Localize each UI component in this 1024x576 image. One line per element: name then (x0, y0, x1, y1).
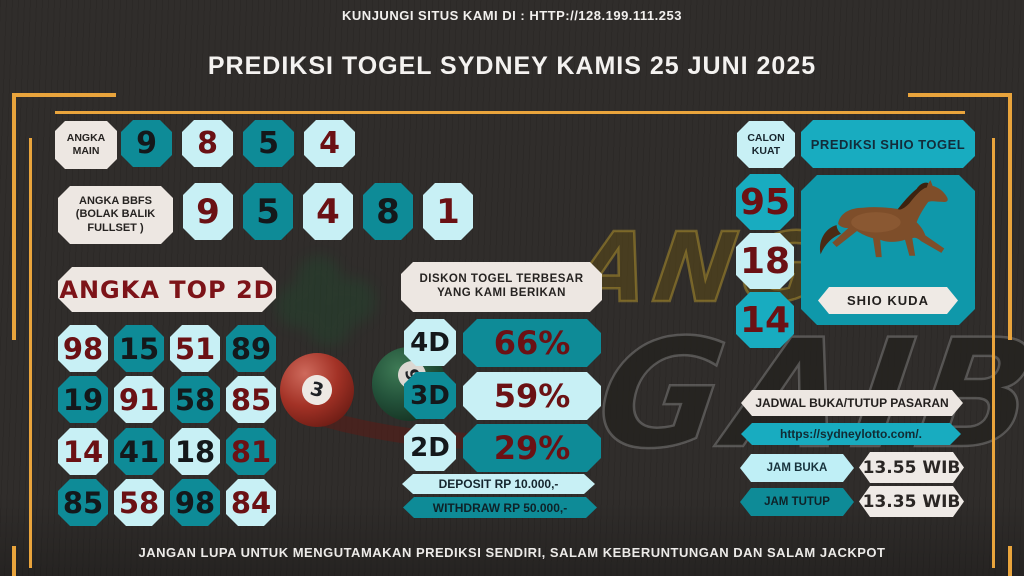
red-billiard-ball: 3 (280, 353, 354, 427)
angka-main-label: ANGKA MAIN (55, 121, 117, 169)
site-link[interactable]: KUNJUNGI SITUS KAMI DI : HTTP://128.199.… (342, 8, 682, 23)
shio-name-banner: SHIO KUDA (818, 287, 958, 314)
calon-number: 14 (736, 292, 794, 348)
frame-line (1008, 546, 1012, 576)
top2d-cell: 51 (170, 325, 220, 372)
top2d-cell: 81 (226, 428, 276, 475)
top2d-cell: 41 (114, 428, 164, 475)
angka-main-digit: 4 (304, 120, 355, 167)
jam-buka-label: JAM BUKA (740, 454, 854, 482)
frame-line (1008, 93, 1012, 340)
top2d-cell: 19 (58, 376, 108, 423)
top2d-cell: 89 (226, 325, 276, 372)
diskon-label-3d: 3D (404, 372, 456, 419)
withdraw-banner: WITHDRAW RP 50.000,- (403, 497, 597, 518)
red-ball-number: 3 (298, 371, 336, 409)
frame-line (12, 546, 16, 576)
calon-kuat-label: CALON KUAT (737, 121, 795, 168)
diskon-label-2d: 2D (404, 424, 456, 471)
frame-line (55, 111, 965, 114)
frame-line (12, 93, 116, 97)
page-title: PREDIKSI TOGEL SYDNEY KAMIS 25 JUNI 2025 (207, 52, 817, 80)
shio-header: PREDIKSI SHIO TOGEL (801, 120, 975, 168)
diskon-value-3d: 59% (463, 372, 601, 420)
bbfs-digit: 4 (303, 183, 353, 240)
top2d-cell: 84 (226, 479, 276, 526)
diskon-header: DISKON TOGEL TERBESAR YANG KAMI BERIKAN (401, 262, 602, 312)
shio-box: SHIO KUDA (801, 175, 975, 325)
top2d-cell: 14 (58, 428, 108, 475)
frame-line (29, 138, 32, 568)
angka-main-digit: 5 (243, 120, 294, 167)
top2d-cell: 91 (114, 376, 164, 423)
bbfs-digit: 8 (363, 183, 413, 240)
top2d-cell: 85 (58, 479, 108, 526)
bbfs-digit: 5 (243, 183, 293, 240)
bbfs-digit: 9 (183, 183, 233, 240)
calon-number: 95 (736, 174, 794, 230)
clover-watermark (262, 238, 392, 368)
top2d-cell: 18 (170, 428, 220, 475)
market-url-link[interactable]: https://sydneylotto.com/. (741, 423, 961, 445)
angka-top-2d-label: ANGKA TOP 2D (58, 267, 276, 312)
jam-tutup-label: JAM TUTUP (740, 488, 854, 516)
top2d-cell: 85 (226, 376, 276, 423)
bbfs-digit: 1 (423, 183, 473, 240)
angka-bbfs-label: ANGKA BBFS (BOLAK BALIK FULLSET ) (58, 186, 173, 244)
frame-line (992, 138, 995, 568)
horse-image (809, 179, 969, 283)
angka-main-digit: 9 (121, 120, 172, 167)
angka-main-digit: 8 (182, 120, 233, 167)
diskon-value-4d: 66% (463, 319, 601, 367)
jadwal-header: JADWAL BUKA/TUTUP PASARAN (741, 390, 963, 416)
frame-line (12, 93, 16, 340)
frame-line (908, 93, 1012, 97)
top2d-cell: 58 (170, 376, 220, 423)
top2d-cell: 15 (114, 325, 164, 372)
calon-number: 18 (736, 233, 794, 289)
diskon-label-4d: 4D (404, 319, 456, 366)
jam-buka-value: 13.55 WIB (859, 452, 964, 483)
top2d-cell: 98 (58, 325, 108, 372)
deposit-banner: DEPOSIT RP 10.000,- (402, 474, 595, 494)
footer-note: JANGAN LUPA UNTUK MENGUTAMAKAN PREDIKSI … (138, 545, 886, 560)
jam-tutup-value: 13.35 WIB (859, 486, 964, 517)
top2d-cell: 58 (114, 479, 164, 526)
diskon-value-2d: 29% (463, 424, 601, 472)
top2d-cell: 98 (170, 479, 220, 526)
